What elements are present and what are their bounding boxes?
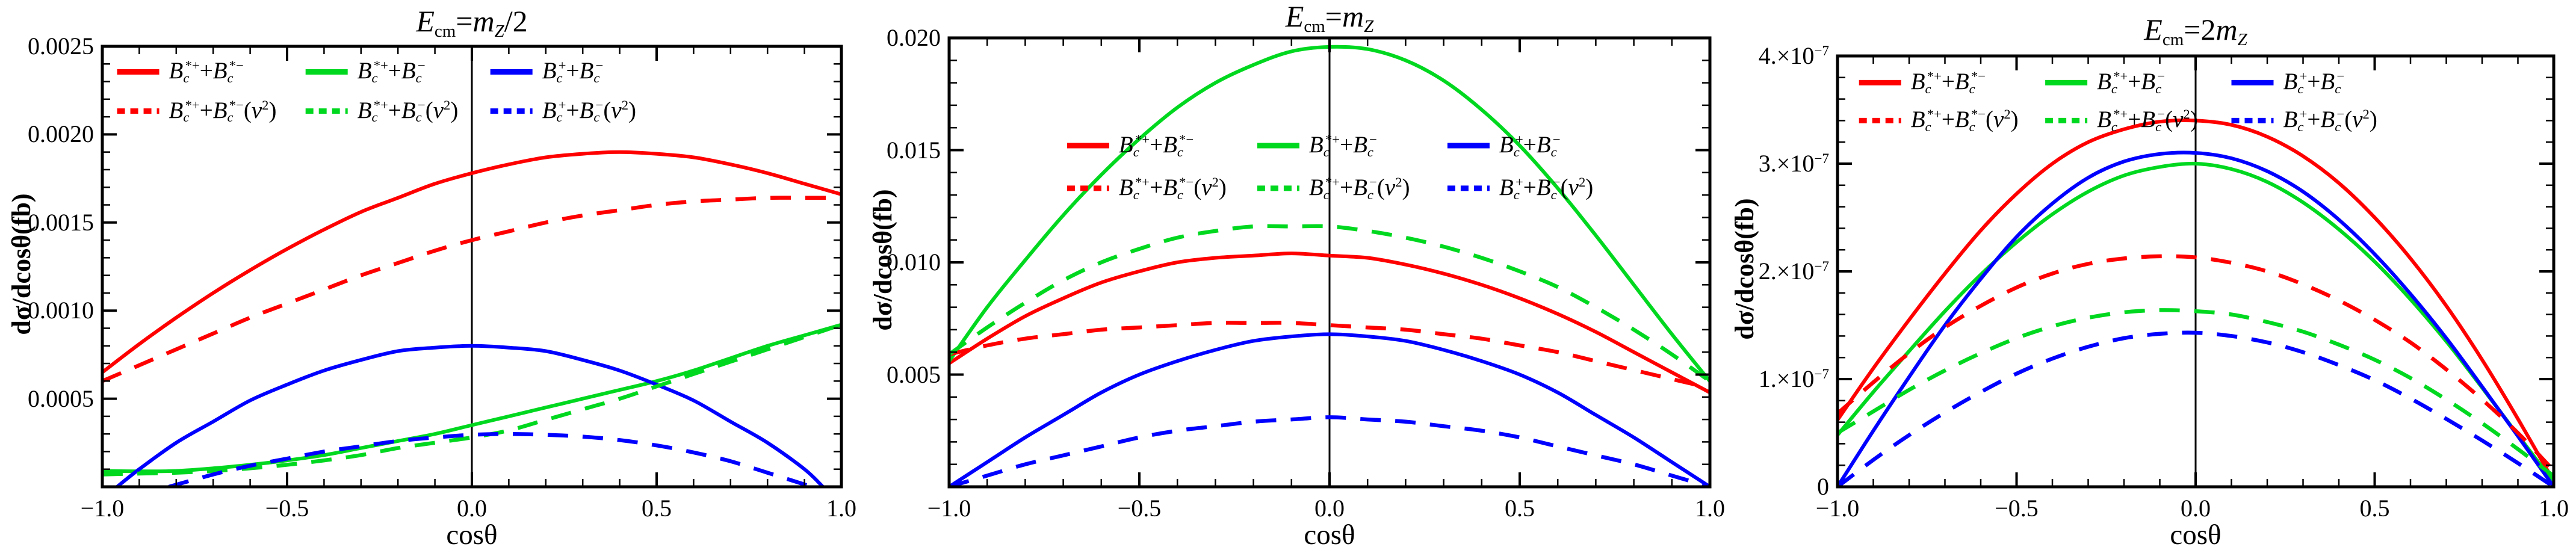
curve-red-solid bbox=[949, 252, 1710, 394]
curve-blue-dashed bbox=[949, 415, 1710, 487]
ticks bbox=[101, 45, 843, 487]
y-tick-label: 0.020 bbox=[887, 24, 941, 51]
x-tick-label: −0.5 bbox=[1117, 495, 1162, 522]
y-tick-label: 0.0020 bbox=[28, 120, 94, 148]
curve-blue-solid bbox=[116, 344, 825, 487]
y-tick-label: 0 bbox=[1817, 473, 1829, 500]
x-tick-label: −0.5 bbox=[1995, 495, 2039, 522]
plot-canvas bbox=[1836, 54, 2556, 489]
x-tick-label: 0.5 bbox=[2359, 495, 2390, 522]
ticks bbox=[948, 37, 1711, 487]
curve-blue-dashed bbox=[168, 431, 813, 487]
x-tick-label: 0.0 bbox=[2181, 495, 2211, 522]
legend-label: Bc++Bc−(v2) bbox=[1499, 174, 1594, 202]
legend-label: Bc*++Bc− bbox=[1308, 132, 1377, 159]
x-tick-label: 0.0 bbox=[457, 495, 487, 522]
ticks bbox=[1836, 55, 2555, 488]
plot-canvas bbox=[101, 45, 843, 489]
curve-red-dashed bbox=[102, 196, 841, 383]
legend-label: Bc*++Bc*−(v2) bbox=[1118, 174, 1227, 202]
curves bbox=[949, 45, 1710, 487]
panel-title: Ecm=mZ/2 bbox=[416, 4, 528, 41]
x-tick-label: 1.0 bbox=[1695, 495, 1725, 522]
y-tick-label: 4.×10−7 bbox=[1758, 42, 1829, 69]
curve-red-dashed bbox=[1838, 254, 2554, 472]
curves bbox=[102, 150, 841, 487]
x-tick-label: 1.0 bbox=[826, 495, 856, 522]
x-tick-label: 0.5 bbox=[1505, 495, 1535, 522]
curve-green-dashed bbox=[102, 323, 841, 477]
panel-ecm-half-mz: Bc*++Bc*− Bc*++Bc− Bc++Bc− Bc*++Bc*−(v2) Bc*… bbox=[0, 0, 859, 556]
y-axis-label: dσ/dcosθ(fb) bbox=[868, 189, 897, 331]
curve-red-solid bbox=[102, 150, 841, 374]
curve-blue-solid bbox=[1838, 150, 2554, 487]
x-tick-label: 0.0 bbox=[1314, 495, 1345, 522]
y-tick-label: 0.0025 bbox=[28, 32, 94, 60]
panel-title: Ecm=mZ bbox=[1285, 0, 1374, 36]
curve-blue-solid bbox=[949, 332, 1710, 487]
panel-ecm-mz: Bc*++Bc*− Bc*++Bc− Bc++Bc− Bc*++Bc*−(v2) Bc*… bbox=[859, 0, 1725, 556]
legend-label: Bc*++Bc*− bbox=[169, 58, 244, 86]
curve-green-dashed bbox=[1838, 308, 2554, 478]
legend-label: Bc*++Bc*− bbox=[1118, 132, 1194, 159]
x-tick-label: 0.5 bbox=[642, 495, 672, 522]
y-tick-label: 0.0005 bbox=[28, 385, 94, 412]
curve-blue-dashed bbox=[1838, 330, 2554, 487]
legend-label: Bc++Bc− bbox=[2283, 69, 2345, 97]
legend-label: Bc*++Bc*−(v2) bbox=[1910, 107, 2019, 135]
legend-label: Bc*++Bc−(v2) bbox=[357, 97, 459, 125]
y-axis-label: dσ/dcosθ(fb) bbox=[1730, 198, 1759, 340]
legend-label: Bc*++Bc− bbox=[2097, 69, 2166, 97]
legend-label: Bc++Bc− bbox=[542, 58, 604, 86]
panel-title: Ecm=2mZ bbox=[2144, 13, 2247, 49]
legend-label: Bc++Bc−(v2) bbox=[2283, 107, 2377, 135]
legend-label: Bc*++Bc− bbox=[357, 58, 426, 86]
x-axis-label: cosθ bbox=[2170, 519, 2221, 551]
x-axis-label: cosθ bbox=[446, 519, 498, 551]
y-tick-label: 3.×10−7 bbox=[1758, 150, 1829, 177]
x-tick-label: 1.0 bbox=[2539, 495, 2569, 522]
curve-red-solid bbox=[1838, 118, 2554, 483]
y-tick-label: 0.0015 bbox=[28, 208, 94, 236]
curve-red-dashed bbox=[949, 321, 1710, 391]
legend-label: Bc*++Bc*−(v2) bbox=[169, 97, 277, 125]
legend-label: Bc++Bc−(v2) bbox=[542, 97, 637, 125]
y-tick-label: 0.005 bbox=[887, 360, 941, 388]
x-tick-label: −1.0 bbox=[80, 495, 125, 522]
y-tick-label: 0.0010 bbox=[28, 297, 94, 324]
y-tick-label: 2.×10−7 bbox=[1758, 258, 1829, 285]
x-tick-label: −1.0 bbox=[927, 495, 971, 522]
legend-label: Bc++Bc− bbox=[1499, 132, 1561, 159]
x-tick-label: −0.5 bbox=[265, 495, 309, 522]
plot-canvas bbox=[947, 36, 1712, 489]
y-tick-label: 0.010 bbox=[887, 249, 941, 276]
curve-green-solid bbox=[102, 323, 841, 474]
legend-label: Bc*++Bc*− bbox=[1910, 69, 1986, 97]
panel-ecm-2mz: Bc*++Bc*− Bc*++Bc− Bc++Bc− Bc*++Bc*−(v2) Bc*… bbox=[1717, 0, 2576, 556]
legend-label: Bc*++Bc−(v2) bbox=[2097, 107, 2198, 135]
curves bbox=[1838, 118, 2554, 487]
legend-label: Bc*++Bc−(v2) bbox=[1308, 174, 1410, 202]
y-axis-label: dσ/dcosθ(fb) bbox=[7, 193, 36, 335]
x-axis-label: cosθ bbox=[1304, 519, 1355, 551]
curve-green-solid bbox=[1838, 161, 2554, 484]
x-tick-label: −1.0 bbox=[1815, 495, 1860, 522]
y-tick-label: 1.×10−7 bbox=[1758, 365, 1829, 392]
y-tick-label: 0.015 bbox=[887, 136, 941, 164]
curve-green-dashed bbox=[949, 224, 1710, 383]
